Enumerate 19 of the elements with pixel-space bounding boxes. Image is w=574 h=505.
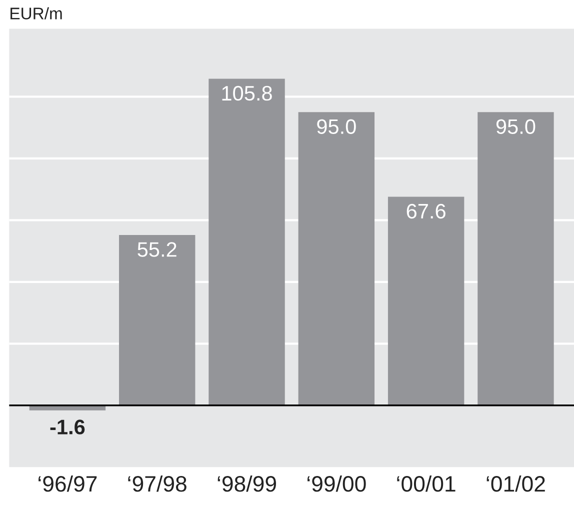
data-label: 95.0	[496, 119, 536, 134]
bar	[298, 112, 375, 406]
bar	[208, 78, 285, 406]
data-label: 55.2	[138, 242, 176, 257]
x-tick-label: ‘01/02	[486, 475, 545, 492]
bar	[119, 234, 196, 406]
y-axis-title: EUR/m	[10, 7, 62, 20]
data-label: -1.6	[50, 420, 85, 434]
x-tick-label: ‘99/00	[308, 475, 366, 492]
bar	[29, 405, 106, 410]
x-tick-label: ‘97/98	[128, 475, 186, 492]
data-label: 95.0	[317, 119, 356, 134]
bar	[388, 196, 464, 406]
x-tick-label: ‘98/99	[218, 475, 276, 492]
data-label: 105.8	[222, 86, 272, 101]
bar	[478, 112, 554, 406]
data-label: 67.6	[406, 204, 446, 219]
x-tick-label: ‘96/97	[38, 475, 97, 492]
x-tick-label: ‘00/01	[397, 475, 456, 492]
